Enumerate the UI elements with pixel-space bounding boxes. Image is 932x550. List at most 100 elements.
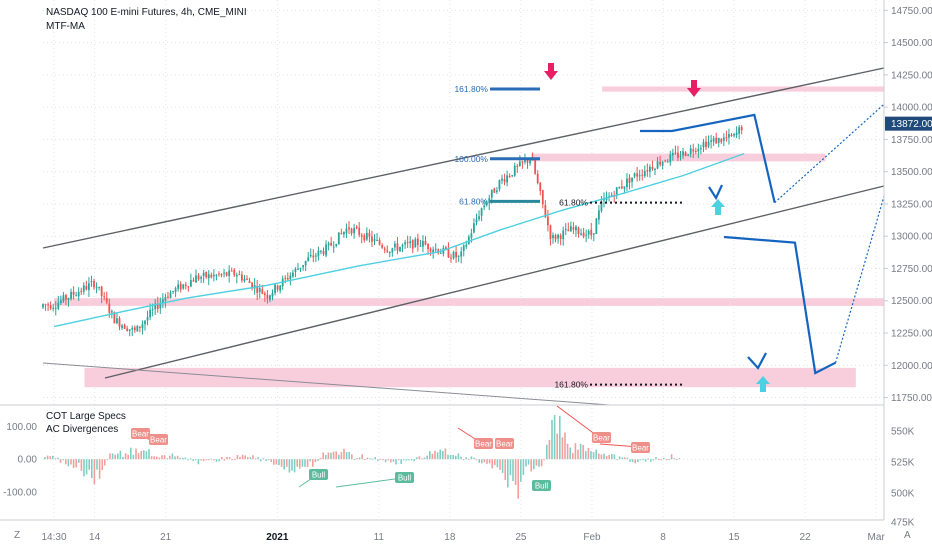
- candle-body-178: [496, 190, 498, 193]
- cot-bar-42: [153, 456, 155, 460]
- bear-badge-1[interactable]: [149, 434, 168, 445]
- price-label-9: 12500.00: [891, 296, 932, 307]
- trend-line-lower[interactable]: [42, 362, 611, 406]
- bear-badge-5[interactable]: [495, 438, 514, 449]
- candle-body-229: [626, 178, 628, 188]
- timezone-button[interactable]: Z: [14, 530, 21, 541]
- cot-bar-13: [78, 459, 80, 463]
- candle-body-193: [534, 160, 537, 174]
- candle-body-98: [292, 272, 294, 277]
- price-label-2: 14250.00: [891, 70, 932, 81]
- channel-lines: [42, 67, 885, 406]
- cot-bar-165: [473, 457, 475, 460]
- cot-bar-35: [135, 448, 137, 460]
- time-label-1: 14: [89, 532, 101, 543]
- bull-badge-6[interactable]: [532, 480, 551, 491]
- zone-2[interactable]: [54, 298, 932, 306]
- candle-body-235: [641, 174, 644, 176]
- cot-bar-85: [265, 459, 267, 462]
- div-line-3: [335, 477, 403, 488]
- candle-body-219: [600, 201, 603, 211]
- candle-body-249: [677, 152, 679, 158]
- last-price-badge[interactable]: [885, 116, 932, 131]
- cot-bar-36: [137, 453, 140, 460]
- cot-bar-159: [457, 453, 460, 460]
- candle-body-166: [465, 244, 468, 247]
- cot-bar-168: [481, 459, 483, 464]
- cot-bar-234: [652, 459, 655, 461]
- cot-bar-145: [421, 458, 423, 460]
- candle-body-36: [133, 327, 136, 331]
- candle-body-42: [149, 309, 151, 318]
- candle-body-20: [93, 280, 95, 288]
- candle-body-30: [118, 318, 121, 327]
- bear-badge-label-4: Bear: [475, 440, 492, 449]
- bull-badge-2[interactable]: [309, 469, 328, 480]
- candle-body-44: [154, 303, 157, 310]
- candle-body-246: [669, 154, 672, 163]
- auto-scale-button[interactable]: A: [904, 530, 911, 541]
- time-axis-bg[interactable]: [0, 520, 932, 550]
- cot-bar-197: [556, 433, 558, 460]
- cot-bar-172: [491, 459, 493, 469]
- candle-body-260: [705, 141, 707, 148]
- candle-body-134: [383, 248, 386, 250]
- candle-body-151: [427, 244, 429, 250]
- cot-bar-113: [338, 454, 340, 460]
- fib-label-0: 161.80%: [454, 84, 488, 94]
- candle-body-12: [72, 291, 75, 295]
- bear-badge-8[interactable]: [631, 442, 650, 453]
- price-axis-bg[interactable]: [884, 0, 932, 550]
- cot-bar-132: [387, 459, 389, 461]
- channel-upper[interactable]: [42, 67, 885, 249]
- projection-arrowhead-1: [708, 184, 723, 201]
- candle-body-63: [202, 272, 205, 277]
- bull-badge-3[interactable]: [395, 472, 414, 483]
- cot-bar-83: [260, 459, 262, 462]
- cot-bar-147: [426, 455, 428, 460]
- candle-body-191: [529, 159, 531, 164]
- indicator-label[interactable]: MTF-MA: [46, 21, 85, 32]
- bear-badge-7[interactable]: [592, 432, 611, 443]
- candle-body-254: [689, 148, 692, 154]
- cot-bar-86: [267, 459, 270, 461]
- candle-body-200: [552, 235, 554, 239]
- bear-badge-0[interactable]: [131, 428, 150, 439]
- candle-body-147: [416, 238, 419, 245]
- candle-body-74: [230, 270, 233, 272]
- channel-lower[interactable]: [104, 185, 885, 379]
- candle-body-149: [422, 240, 424, 247]
- cot-bar-92: [283, 459, 285, 470]
- sub-right-label-2: 500K: [891, 489, 915, 500]
- projection-dotted-1[interactable]: [774, 83, 908, 204]
- cot-bar-59: [197, 459, 200, 465]
- cot-bar-242: [673, 458, 675, 460]
- cot-bar-180: [512, 459, 514, 482]
- ma-line-path[interactable]: [53, 152, 745, 328]
- candle-body-261: [707, 141, 710, 147]
- sub-pane-title[interactable]: COT Large Specs: [46, 411, 126, 422]
- candle-body-82: [251, 282, 253, 289]
- candle-body-103: [304, 260, 307, 266]
- projection-solid-1[interactable]: [640, 113, 776, 203]
- cot-bar-173: [494, 459, 496, 466]
- cot-bar-121: [358, 457, 361, 460]
- cot-bar-58: [195, 459, 197, 461]
- zone-0[interactable]: [602, 86, 932, 92]
- cot-bar-4: [54, 458, 57, 460]
- cot-bar-155: [447, 454, 449, 460]
- candle-body-158: [445, 247, 447, 250]
- projection-solid-2[interactable]: [723, 235, 837, 375]
- cot-bar-80: [252, 455, 254, 460]
- zone-3[interactable]: [84, 367, 856, 388]
- candle-body-269: [728, 133, 730, 138]
- cot-bar-131: [384, 459, 387, 463]
- cot-bar-89: [275, 459, 278, 465]
- cot-bar-217: [608, 454, 610, 460]
- candle-body-90: [271, 293, 274, 297]
- cot-bar-177: [504, 459, 506, 480]
- bear-badge-4[interactable]: [474, 438, 493, 449]
